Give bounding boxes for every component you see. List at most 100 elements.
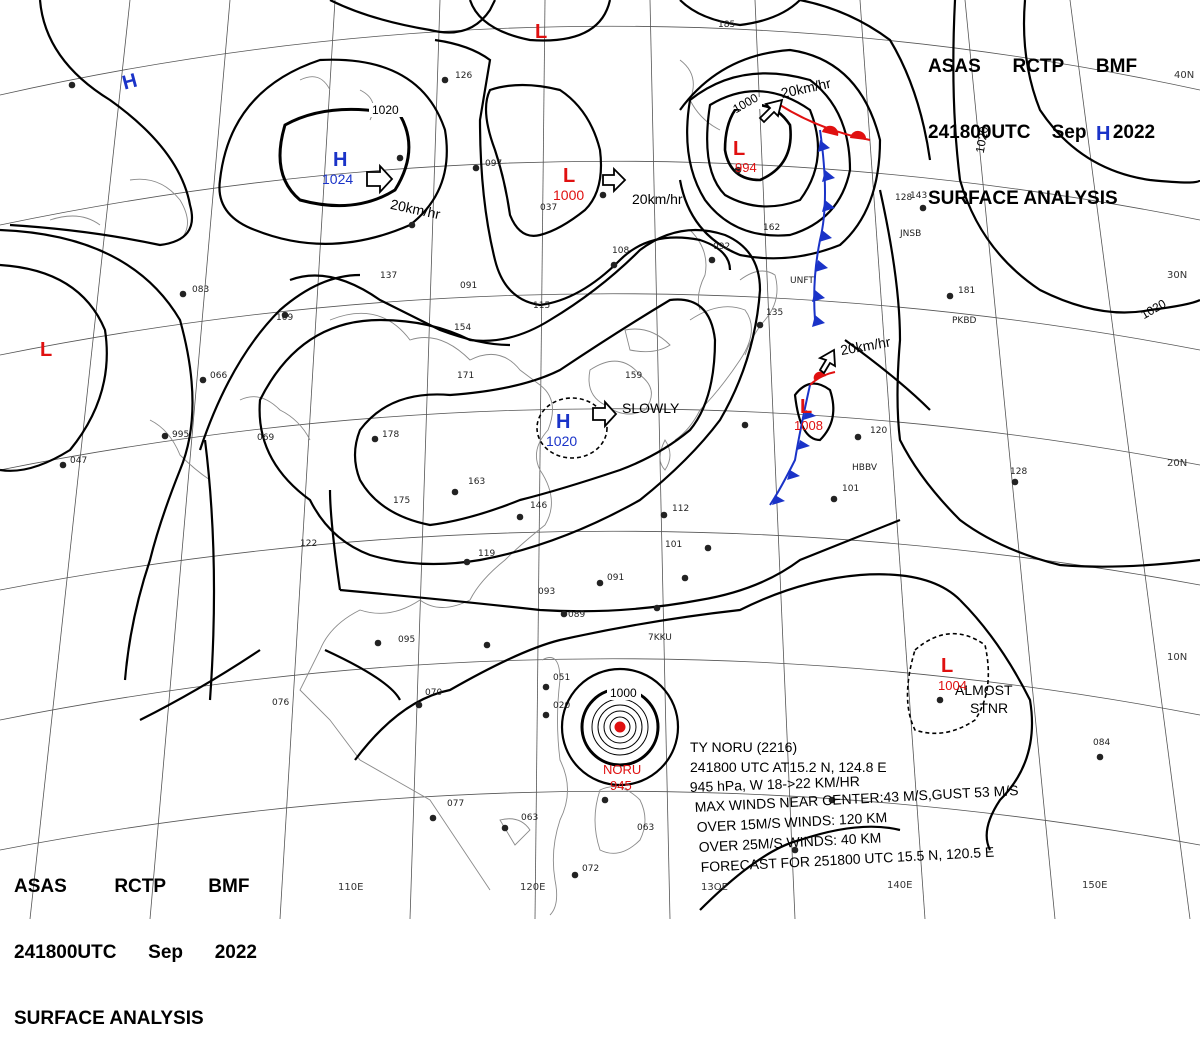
high-symbol: H — [333, 149, 347, 171]
station-number: 178 — [382, 430, 399, 440]
high-symbol: H — [1096, 123, 1110, 145]
surface-analysis-map: 126 097 037 108 092 137 091 154 171 159 … — [0, 0, 1200, 919]
station-number: 128 — [1010, 467, 1027, 477]
station-number: 072 — [582, 864, 599, 874]
header-agency: ASAS — [928, 56, 981, 77]
isobar-label: 1020 — [372, 103, 399, 117]
coastlines — [49, 59, 778, 916]
header-line-1: ASAS RCTP BMF — [928, 56, 1155, 78]
header-line-3: SURFACE ANALYSIS — [928, 188, 1118, 209]
lon-label-110e: 110E — [338, 882, 363, 893]
station-number: 093 — [538, 587, 555, 597]
header-station: RCTP — [1012, 56, 1065, 77]
motion-label: 20km/hr — [632, 191, 683, 207]
station-number: 037 — [540, 203, 557, 213]
low-symbol: L — [733, 138, 745, 160]
station-number: 146 — [530, 501, 547, 511]
header-line-1: ASAS RCTP BMF — [14, 876, 257, 898]
station-number: 095 — [398, 635, 415, 645]
station-number: 047 — [70, 456, 87, 466]
station-number: 051 — [553, 673, 570, 683]
header-time: 241800UTC — [14, 942, 117, 963]
header-code: BMF — [208, 876, 250, 897]
station-number: 091 — [607, 573, 624, 583]
station-number: 135 — [766, 308, 783, 318]
grid-labels: 40N 30N 20N 10N 110E 120E 13OE 140E 150E — [338, 70, 1194, 893]
station-number: 163 — [468, 477, 485, 487]
station-number: 083 — [192, 285, 209, 295]
station-number: 097 — [485, 159, 502, 169]
lat-label-10n: 10N — [1167, 652, 1187, 663]
isobar-label: 1020 — [973, 125, 991, 154]
station-number: 108 — [612, 246, 629, 256]
station-number: 020 — [553, 701, 570, 711]
pressure-system-symbols: H 1024 H H H 1020 L L 1000 L 994 L L 100… — [40, 21, 1110, 693]
header-year: 2022 — [214, 942, 257, 963]
header-line-2: 241800UTC Sep 2022 — [14, 942, 257, 964]
low-pressure-value: 1004 — [938, 678, 967, 693]
cold-front-north — [812, 129, 835, 327]
station-code: 7KKU — [648, 633, 672, 643]
typhoon-rings — [591, 698, 649, 756]
station-number: 101 — [665, 540, 682, 550]
warm-front-north — [779, 104, 871, 141]
header-month: Sep — [1051, 122, 1087, 143]
header-line-3: SURFACE ANALYSIS — [14, 1008, 204, 1029]
station-number: 122 — [300, 539, 317, 549]
station-number-labels: 126 097 037 108 092 137 091 154 171 159 … — [70, 20, 1110, 874]
station-number: 171 — [457, 371, 474, 381]
station-number: 162 — [763, 223, 780, 233]
station-number: 185 — [718, 20, 735, 30]
station-code: UNFT — [790, 276, 814, 286]
station-number: 119 — [478, 549, 495, 559]
station-code: JNSB — [899, 229, 921, 239]
warm-front-south — [809, 371, 836, 386]
low-symbol: L — [563, 165, 575, 187]
station-number: 126 — [455, 71, 472, 81]
lat-lon-grid — [0, 0, 1200, 919]
motion-label: SLOWLY — [622, 400, 680, 416]
isobar-label: 1000 — [610, 686, 637, 700]
station-number: 070 — [425, 688, 442, 698]
header-month: Sep — [148, 942, 183, 963]
header-time: 241800UTC — [928, 122, 1031, 143]
high-symbol: H — [120, 70, 140, 95]
lat-label-20n: 20N — [1167, 458, 1187, 469]
dashed-areas — [536, 397, 990, 735]
motion-label: ALMOST — [955, 682, 1013, 698]
station-number: 092 — [713, 242, 730, 252]
station-number: 175 — [393, 496, 410, 506]
typhoon-info-line: 945 hPa, W 18->22 KM/HR — [690, 773, 860, 795]
header-top-right: ASAS RCTP BMF 241800UTC Sep 2022 SURFACE… — [928, 12, 1155, 232]
typhoon-info-line: TY NORU (2216) — [690, 739, 797, 755]
high-symbol: H — [556, 411, 570, 433]
station-number: 091 — [460, 281, 477, 291]
low-pressure-value: 1000 — [553, 187, 584, 203]
station-number: 084 — [1093, 738, 1110, 748]
lon-label-150e: 150E — [1082, 880, 1107, 891]
station-plots — [59, 76, 1104, 879]
station-number: 066 — [210, 371, 227, 381]
lat-label-40n: 40N — [1174, 70, 1194, 81]
station-number: 063 — [521, 813, 538, 823]
lon-label-140e: 140E — [887, 880, 912, 891]
station-number: 128 — [895, 193, 912, 203]
typhoon-info-line: 241800 UTC AT15.2 N, 124.8 E — [690, 759, 887, 775]
header-line-2: 241800UTC Sep 2022 — [928, 122, 1155, 144]
lat-label-30n: 30N — [1167, 270, 1187, 281]
lon-label-120e: 120E — [520, 882, 545, 893]
typhoon-labels: NORU 945 — [603, 762, 641, 793]
high-pressure-value: 1020 — [546, 433, 577, 449]
station-number: 077 — [447, 799, 464, 809]
typhoon-pressure: 945 — [610, 778, 632, 793]
low-pressure-value: 1008 — [794, 418, 823, 433]
station-number: 069 — [257, 433, 274, 443]
station-number: 101 — [842, 484, 859, 494]
motion-label: STNR — [970, 700, 1008, 716]
station-number: 089 — [568, 610, 585, 620]
station-number: 112 — [672, 504, 689, 514]
station-number: 120 — [870, 426, 887, 436]
station-code: PKBD — [952, 316, 977, 326]
station-number: 159 — [625, 371, 642, 381]
typhoon-name: NORU — [603, 762, 641, 777]
